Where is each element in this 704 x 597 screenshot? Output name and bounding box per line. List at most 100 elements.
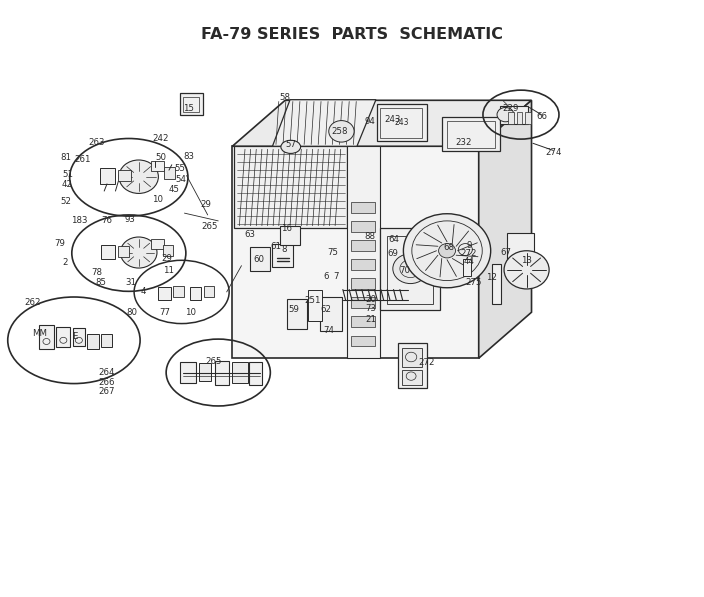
Text: 6: 6 (323, 272, 329, 281)
Polygon shape (351, 278, 375, 289)
Text: 80: 80 (126, 308, 137, 318)
Polygon shape (232, 146, 479, 358)
Polygon shape (525, 112, 531, 124)
Text: 85: 85 (95, 278, 106, 287)
Polygon shape (173, 286, 184, 297)
Polygon shape (101, 334, 112, 347)
Polygon shape (377, 104, 427, 141)
Text: 77: 77 (159, 308, 170, 318)
Polygon shape (320, 297, 342, 331)
Text: 73: 73 (365, 304, 377, 313)
Polygon shape (118, 246, 129, 257)
Text: 264: 264 (98, 368, 115, 377)
Polygon shape (351, 297, 375, 308)
Text: 63: 63 (244, 229, 256, 239)
Polygon shape (272, 100, 376, 146)
Polygon shape (87, 334, 99, 349)
Text: 274: 274 (545, 147, 562, 157)
Text: 75: 75 (327, 248, 339, 257)
Ellipse shape (281, 140, 301, 153)
Polygon shape (151, 239, 164, 249)
Polygon shape (347, 146, 380, 358)
Polygon shape (39, 325, 54, 349)
Text: 70: 70 (399, 266, 410, 275)
Polygon shape (287, 299, 307, 329)
Text: 58: 58 (279, 93, 290, 103)
Polygon shape (190, 287, 201, 300)
Polygon shape (351, 221, 375, 232)
Polygon shape (199, 363, 211, 381)
Text: 74: 74 (323, 326, 334, 336)
Text: 50: 50 (155, 152, 166, 162)
Text: 76: 76 (101, 216, 112, 226)
Polygon shape (308, 290, 322, 321)
Polygon shape (463, 259, 471, 276)
Text: 265: 265 (205, 356, 222, 366)
Polygon shape (380, 228, 440, 310)
Polygon shape (402, 348, 422, 367)
Text: 20: 20 (365, 295, 377, 304)
Circle shape (497, 107, 514, 122)
Polygon shape (180, 362, 196, 383)
Text: 272: 272 (418, 358, 435, 367)
Text: 261: 261 (75, 155, 92, 165)
Polygon shape (249, 362, 262, 385)
Text: 15: 15 (183, 104, 194, 113)
Text: 7: 7 (333, 272, 339, 281)
Text: 275: 275 (465, 278, 482, 287)
Text: 42: 42 (61, 180, 73, 189)
Text: 243: 243 (394, 118, 408, 128)
Text: 9: 9 (467, 241, 472, 251)
Text: 243: 243 (384, 115, 401, 125)
Polygon shape (508, 112, 514, 124)
Text: 57: 57 (285, 140, 296, 149)
Circle shape (393, 254, 428, 284)
Text: 13: 13 (521, 256, 532, 265)
Text: 229: 229 (502, 104, 519, 113)
Text: 183: 183 (71, 216, 88, 226)
Text: 69: 69 (387, 248, 398, 258)
Text: 68: 68 (444, 243, 455, 253)
Polygon shape (151, 161, 164, 171)
Circle shape (403, 214, 491, 288)
Text: 266: 266 (98, 377, 115, 387)
Text: 8: 8 (281, 245, 287, 254)
Polygon shape (351, 336, 375, 346)
Text: 4: 4 (141, 287, 146, 297)
Text: 263: 263 (88, 137, 105, 147)
Polygon shape (101, 245, 115, 259)
Text: 51: 51 (63, 170, 74, 179)
Text: 64: 64 (389, 235, 400, 245)
Polygon shape (280, 226, 300, 245)
Circle shape (119, 160, 158, 193)
Polygon shape (56, 327, 70, 347)
Text: 79: 79 (54, 239, 65, 248)
Circle shape (329, 121, 354, 142)
Polygon shape (163, 245, 173, 256)
Text: E: E (73, 332, 78, 341)
Polygon shape (232, 100, 532, 146)
Polygon shape (232, 362, 248, 383)
Text: 11: 11 (163, 266, 175, 275)
Text: 66: 66 (536, 112, 547, 121)
Polygon shape (158, 287, 171, 300)
Text: 94: 94 (365, 117, 376, 127)
Text: 2: 2 (63, 258, 68, 267)
Text: 78: 78 (91, 268, 102, 278)
Text: 258: 258 (332, 127, 348, 136)
Polygon shape (517, 112, 522, 124)
Polygon shape (234, 146, 347, 228)
Text: 29: 29 (161, 254, 172, 263)
Polygon shape (351, 316, 375, 327)
Text: 44: 44 (463, 257, 474, 266)
Polygon shape (507, 233, 534, 272)
Polygon shape (100, 168, 115, 184)
Text: 67: 67 (500, 248, 511, 257)
Polygon shape (180, 93, 203, 115)
Polygon shape (73, 328, 85, 346)
Text: 10: 10 (184, 308, 196, 318)
Circle shape (120, 237, 157, 268)
Text: 93: 93 (124, 214, 135, 224)
Text: 83: 83 (183, 152, 194, 161)
Text: MM: MM (32, 329, 47, 338)
